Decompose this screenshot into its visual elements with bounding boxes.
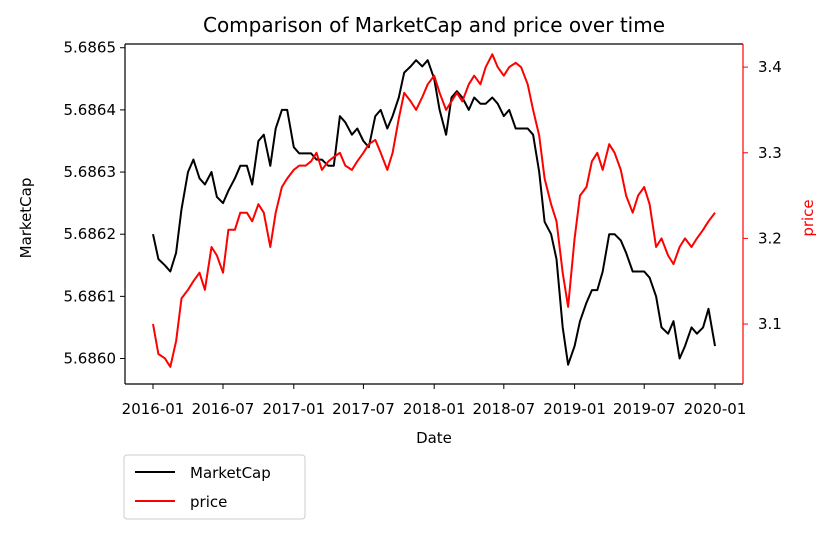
x-tick-label: 2019-01 (543, 400, 606, 418)
x-tick-label: 2018-01 (403, 400, 466, 418)
legend: MarketCap price (123, 454, 306, 520)
plot-area (152, 53, 716, 368)
right-tick-label: 3.2 (758, 229, 782, 247)
left-tick-label: 5.6862 (64, 225, 117, 243)
left-tick-label: 5.6863 (64, 163, 117, 181)
x-axis-title: Date (416, 429, 452, 447)
x-tick-label: 2019-07 (613, 400, 676, 418)
x-tick-label: 2016-07 (192, 400, 255, 418)
left-tick-label: 5.6864 (64, 101, 117, 119)
legend-label-price: price (190, 493, 227, 511)
right-tick-label: 3.4 (758, 58, 782, 76)
x-tick-label: 2017-01 (262, 400, 325, 418)
chart-title: Comparison of MarketCap and price over t… (203, 13, 665, 37)
left-tick-label: 5.6860 (64, 350, 117, 368)
left-axis-title: MarketCap (17, 178, 35, 259)
left-tick-label: 5.6865 (64, 39, 117, 57)
series-line-price (152, 53, 716, 368)
left-axis-ticks: 5.6860 5.6861 5.6862 5.6863 5.6864 5.6865 (64, 39, 125, 368)
x-tick-label: 2020-01 (684, 400, 747, 418)
right-tick-label: 3.3 (758, 144, 782, 162)
x-tick-label: 2017-07 (332, 400, 395, 418)
left-tick-label: 5.6861 (64, 287, 117, 305)
right-tick-label: 3.1 (758, 315, 782, 333)
x-tick-label: 2018-07 (472, 400, 535, 418)
x-tick-label: 2016-01 (122, 400, 185, 418)
x-axis-ticks: 2016-01 2016-07 2017-01 2017-07 2018-01 2018-… (122, 384, 747, 418)
right-axis-ticks: 3.1 3.2 3.3 3.4 (743, 58, 782, 333)
right-axis-title: price (799, 199, 817, 236)
legend-label-marketcap: MarketCap (190, 464, 271, 482)
